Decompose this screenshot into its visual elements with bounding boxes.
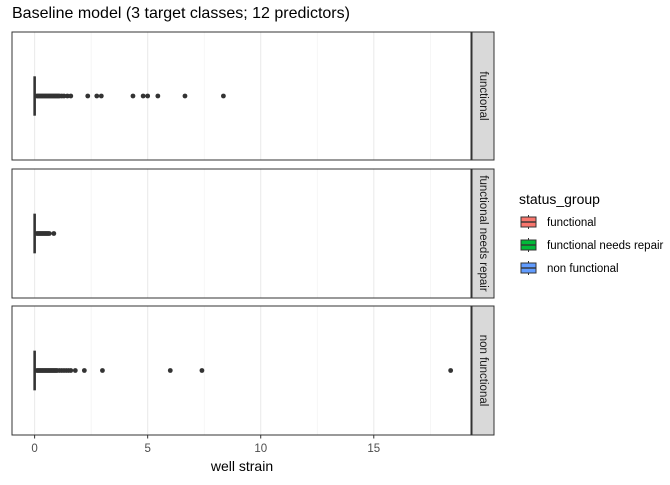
outlier-point: [221, 93, 226, 99]
outlier-point: [46, 231, 52, 236]
x-tick-label: 0: [31, 443, 37, 455]
legend-title: status_group: [519, 191, 600, 207]
facet-strip: [471, 31, 495, 161]
x-tick-label: 15: [367, 443, 380, 455]
outlier-point: [68, 368, 74, 373]
legend-entry-label: non functional: [547, 263, 619, 275]
panel-background: [12, 32, 471, 160]
x-tick-label: 10: [254, 443, 267, 455]
x-axis-label: well strain: [210, 458, 273, 474]
facet-panel-1: functional needs repair: [11, 168, 495, 299]
outlier-point: [140, 93, 146, 99]
outlier-point: [130, 93, 136, 99]
outlier-point: [51, 231, 57, 236]
facet-panel-0: functional: [11, 31, 495, 161]
legend: status_group functional functional needs …: [519, 191, 664, 275]
outlier-point: [81, 368, 87, 373]
outlier-point: [167, 368, 173, 373]
outlier-point: [61, 93, 67, 99]
outlier-point: [448, 368, 454, 373]
panel-border: [11, 168, 472, 299]
x-axis: 0 5 10 15: [31, 435, 380, 455]
x-tick-label: 5: [144, 443, 150, 455]
outlier-point: [199, 368, 205, 373]
outlier-point: [98, 93, 104, 99]
legend-entries: functional functional needs repair non fun…: [520, 215, 664, 275]
panel-border: [11, 31, 472, 161]
facet-strip: [471, 168, 495, 299]
legend-entry-label: functional needs repair: [547, 240, 664, 252]
outlier-point: [155, 93, 161, 99]
outlier-point: [145, 93, 151, 99]
legend-entry-label: functional: [547, 217, 596, 229]
panel-background: [12, 306, 471, 435]
facet-panel-2: non functional: [11, 305, 495, 436]
facet-strip-label: functional needs repair: [477, 175, 489, 292]
panel-background: [12, 169, 471, 298]
facet-panels: functional functional needs repair non fun…: [11, 31, 495, 436]
facet-strip-label: non functional: [477, 335, 489, 407]
facet-strip-label: functional: [477, 71, 489, 120]
panel-border: [11, 305, 472, 436]
legend-entry: functional needs repair: [520, 238, 664, 252]
outlier-point: [85, 93, 91, 99]
outlier-point: [100, 368, 105, 373]
outlier-point: [72, 368, 78, 373]
legend-entry: functional: [520, 215, 596, 229]
chart-title: Baseline model (3 target classes; 12 pre…: [12, 5, 350, 22]
outlier-point: [64, 93, 70, 99]
outlier-point: [182, 93, 188, 99]
legend-entry: non functional: [520, 261, 619, 275]
outlier-point: [94, 93, 100, 99]
facet-strip: [471, 305, 495, 436]
outlier-point: [68, 93, 74, 99]
